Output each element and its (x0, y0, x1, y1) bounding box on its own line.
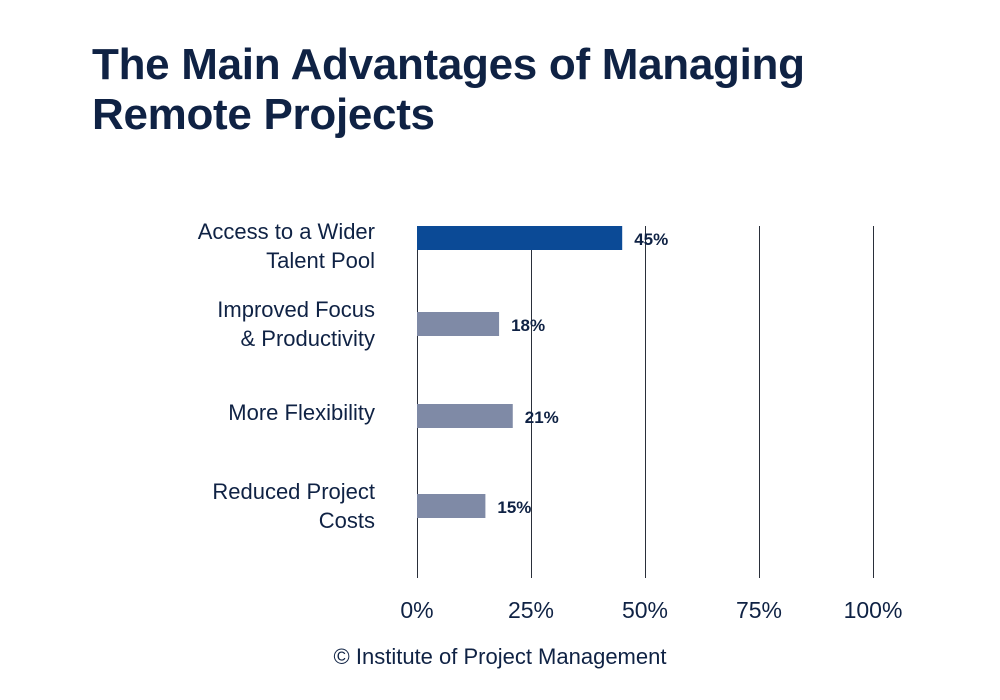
data-label: 18% (511, 316, 545, 335)
bar (417, 226, 623, 250)
category-label: Access to a Wider (198, 219, 375, 244)
x-tick-label: 100% (844, 597, 903, 623)
source-credit: © Institute of Project Management (333, 644, 667, 669)
bar (417, 404, 513, 428)
chart-title: The Main Advantages of Managing Remote P… (92, 40, 892, 140)
chart-title-line-1: The Main Advantages of Managing (92, 40, 805, 89)
data-label: 45% (634, 230, 668, 249)
category-label: & Productivity (241, 326, 376, 351)
data-label: 15% (497, 498, 531, 517)
x-tick-label: 25% (508, 597, 554, 623)
bar (417, 312, 500, 336)
x-tick-label: 75% (736, 597, 782, 623)
category-label: Improved Focus (217, 297, 375, 322)
bar (417, 494, 486, 518)
category-label: Talent Pool (266, 248, 375, 273)
x-tick-label: 50% (622, 597, 668, 623)
bar-chart: 0% 25% 50% 75% 100% 45% Access to a Wider Talen… (198, 219, 903, 623)
chart-title-line-2: Remote Projects (92, 90, 435, 139)
category-label: Reduced Project (212, 479, 375, 504)
category-label: Costs (319, 508, 375, 533)
category-label: More Flexibility (228, 400, 375, 425)
data-label: 21% (525, 408, 559, 427)
x-tick-label: 0% (400, 597, 433, 623)
